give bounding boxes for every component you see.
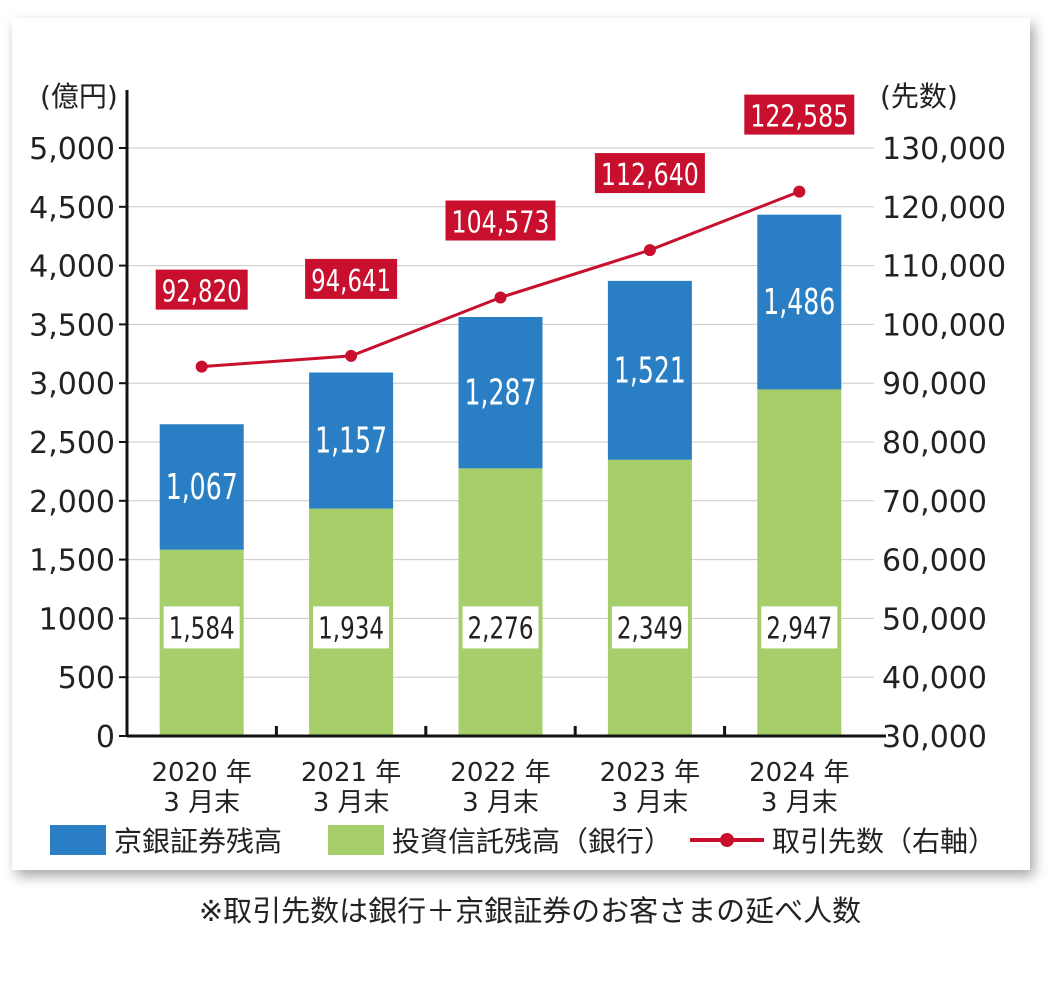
data-label-box-funds — [462, 606, 539, 649]
legend-item-clients: 取引先数（右軸） — [690, 822, 996, 858]
data-label-clients: 112,640 — [601, 158, 699, 193]
legend-swatch-funds — [328, 825, 384, 855]
y-axis-title-right: (先数) — [880, 80, 958, 113]
legend-swatch-securities — [50, 825, 106, 855]
bar-funds — [607, 459, 692, 736]
x-tick-label-month: 3 月末 — [163, 788, 240, 818]
data-label-box-clients — [445, 200, 556, 241]
data-label-funds: 2,947 — [766, 611, 832, 646]
data-label-funds: 1,584 — [169, 611, 235, 646]
legend-item-securities: 京銀証券残高 — [50, 822, 282, 858]
legend-label-clients: 取引先数（右軸） — [772, 825, 997, 858]
bar-funds — [458, 468, 543, 736]
chart-card: 0 30,000 500 40,000 1000 50,000 1,500 60,000 2,0… — [12, 18, 1030, 870]
data-label-securities: 1,486 — [763, 282, 835, 323]
bar-securities — [757, 214, 842, 390]
bar-securities — [309, 372, 394, 509]
data-label-securities: 1,157 — [315, 421, 387, 462]
data-label-box-clients — [594, 153, 705, 194]
chart-legend: 京銀証券残高 投資信託残高（銀行） 取引先数（右軸） — [50, 822, 1010, 862]
data-label-funds: 2,349 — [617, 611, 683, 646]
x-tick-label-month: 3 月末 — [313, 788, 390, 818]
data-label-box-clients — [305, 258, 398, 299]
y-tick-label-left: 3,500 — [29, 308, 115, 343]
y-tick-label-left: 1000 — [39, 602, 115, 637]
x-tick-label-year: 2024 年 — [749, 758, 849, 788]
data-label-box-funds — [611, 606, 688, 649]
data-label-box-clients — [155, 269, 248, 310]
y-tick-label-left: 5,000 — [29, 132, 115, 167]
y-tick-label-left: 500 — [58, 661, 115, 696]
y-tick-label-left: 2,000 — [29, 485, 115, 520]
y-tick-label-right: 90,000 — [882, 367, 987, 402]
x-tick-label-month: 3 月末 — [462, 788, 539, 818]
legend-item-funds: 投資信託残高（銀行） — [328, 822, 672, 858]
y-tick-label-right: 100,000 — [882, 308, 1006, 343]
chart-footnote: ※取引先数は銀行＋京銀証券のお客さまの延べ人数 — [198, 894, 862, 928]
y-tick-label-right: 60,000 — [882, 544, 987, 579]
x-tick-label-year: 2023 年 — [600, 758, 700, 788]
data-label-clients: 94,641 — [311, 264, 391, 299]
x-tick-label-year: 2020 年 — [151, 758, 251, 788]
y-tick-label-right: 30,000 — [882, 720, 987, 755]
point-clients — [494, 291, 507, 304]
point-clients — [643, 244, 656, 257]
data-label-box-funds — [761, 606, 838, 649]
legend-label-securities: 京銀証券残高 — [114, 825, 283, 858]
data-label-box-clients — [744, 94, 855, 135]
legend-swatch-clients — [690, 825, 764, 855]
y-tick-label-left: 4,000 — [29, 250, 115, 285]
bar-funds — [757, 389, 842, 736]
y-tick-label-left: 0 — [96, 720, 115, 755]
data-label-clients: 122,585 — [750, 100, 848, 135]
y-tick-label-right: 120,000 — [882, 191, 1006, 226]
data-label-clients: 104,573 — [452, 206, 550, 241]
x-tick-label-year: 2021 年 — [301, 758, 401, 788]
y-tick-label-left: 3,000 — [29, 367, 115, 402]
data-label-clients: 92,820 — [162, 275, 242, 310]
data-label-funds: 2,276 — [468, 611, 534, 646]
x-tick-label-year: 2022 年 — [450, 758, 550, 788]
y-axis-title-left: (億円) — [40, 80, 118, 113]
chart-canvas: 0 30,000 500 40,000 1000 50,000 1,500 60,000 2,0… — [29, 80, 1006, 818]
x-tick-label-month: 3 月末 — [761, 788, 838, 818]
data-label-securities: 1,287 — [465, 373, 537, 414]
y-tick-label-left: 4,500 — [29, 191, 115, 226]
point-clients — [345, 349, 358, 362]
y-tick-label-right: 40,000 — [882, 661, 987, 696]
y-tick-label-right: 70,000 — [882, 485, 987, 520]
bar-securities — [159, 424, 244, 550]
bar-securities — [458, 316, 543, 469]
data-label-box-funds — [313, 606, 390, 649]
data-label-box-funds — [163, 606, 240, 649]
point-clients — [195, 360, 208, 373]
y-tick-label-right: 110,000 — [882, 250, 1006, 285]
data-label-securities: 1,521 — [614, 350, 686, 391]
y-tick-label-left: 2,500 — [29, 426, 115, 461]
x-tick-label-month: 3 月末 — [611, 788, 688, 818]
y-tick-label-right: 50,000 — [882, 602, 987, 637]
point-clients — [793, 185, 806, 198]
data-label-securities: 1,067 — [166, 467, 238, 508]
y-tick-label-right: 130,000 — [882, 132, 1006, 167]
bar-securities — [607, 280, 692, 460]
y-tick-label-left: 1,500 — [29, 544, 115, 579]
data-label-funds: 1,934 — [318, 611, 384, 646]
y-tick-label-right: 80,000 — [882, 426, 987, 461]
legend-label-funds: 投資信託残高（銀行） — [392, 825, 673, 858]
